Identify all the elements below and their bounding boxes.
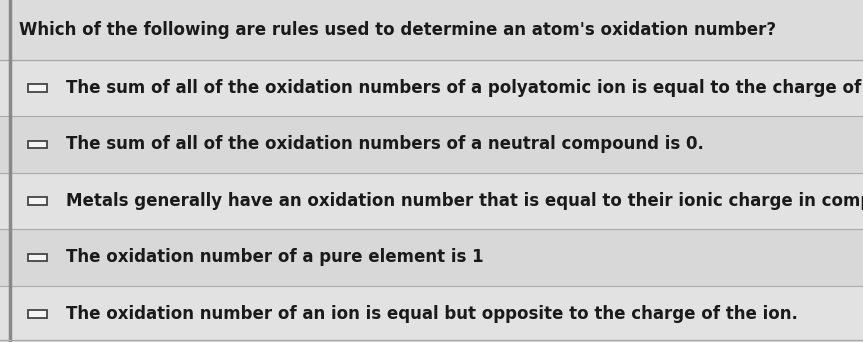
Bar: [0, 60, 863, 116]
Bar: [0, 286, 863, 342]
Text: Metals generally have an oxidation number that is equal to their ionic charge in: Metals generally have an oxidation numbe…: [66, 192, 863, 210]
Text: The sum of all of the oxidation numbers of a neutral compound is 0.: The sum of all of the oxidation numbers …: [66, 135, 703, 154]
Bar: [28, 84, 47, 92]
Text: The sum of all of the oxidation numbers of a polyatomic ion is equal to the char: The sum of all of the oxidation numbers …: [66, 79, 863, 97]
Text: The oxidation number of an ion is equal but opposite to the charge of the ion.: The oxidation number of an ion is equal …: [66, 305, 797, 323]
Bar: [0, 173, 863, 229]
Bar: [0, 229, 863, 286]
Bar: [28, 310, 47, 317]
Bar: [28, 141, 47, 148]
Bar: [28, 197, 47, 205]
Text: Which of the following are rules used to determine an atom's oxidation number?: Which of the following are rules used to…: [19, 21, 776, 39]
Bar: [28, 254, 47, 261]
Bar: [0, 0, 863, 60]
Text: The oxidation number of a pure element is 1: The oxidation number of a pure element i…: [66, 248, 483, 266]
Bar: [0, 116, 863, 173]
